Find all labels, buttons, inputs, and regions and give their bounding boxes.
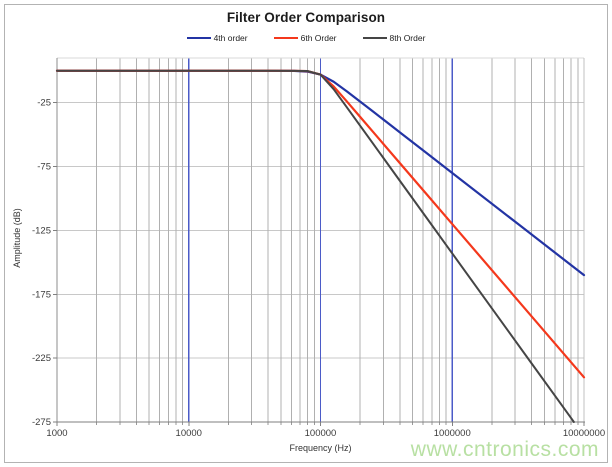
series-line-8th-order (56, 69, 575, 423)
legend-label: 6th Order (300, 33, 337, 43)
x-tick-label: 10000 (176, 428, 202, 439)
legend-item-8th-order: 8th Order (362, 33, 426, 43)
x-tick-label: 100000 (305, 428, 337, 439)
legend-label: 8th Order (389, 33, 426, 43)
y-tick-label: -75 (37, 162, 51, 173)
watermark: www.cntronics.com (410, 438, 599, 461)
chart-title: Filter Order Comparison (226, 10, 386, 25)
y-tick-label: -225 (32, 353, 51, 364)
y-tick-label: -175 (32, 289, 51, 300)
y-axis-title: Amplitude (dB) (12, 208, 22, 268)
y-tick-label: -25 (37, 98, 51, 109)
x-axis-title: Frequency (Hz) (289, 443, 352, 453)
legend-item-6th-order: 6th Order (273, 33, 337, 43)
legend: 4th order 6th Order 8th Order (0, 33, 612, 43)
legend-line-icon (186, 37, 211, 39)
x-tick-label: 10000000 (563, 428, 605, 439)
legend-line-icon (362, 37, 387, 39)
legend-item-4th-order: 4th order (186, 33, 248, 43)
legend-line-icon (273, 37, 298, 39)
x-tick-label: 1000000 (434, 428, 471, 439)
x-tick-label: 1000 (46, 428, 67, 439)
y-tick-label: -275 (32, 417, 51, 428)
legend-label: 4th order (213, 33, 248, 43)
y-tick-label: -125 (32, 225, 51, 236)
